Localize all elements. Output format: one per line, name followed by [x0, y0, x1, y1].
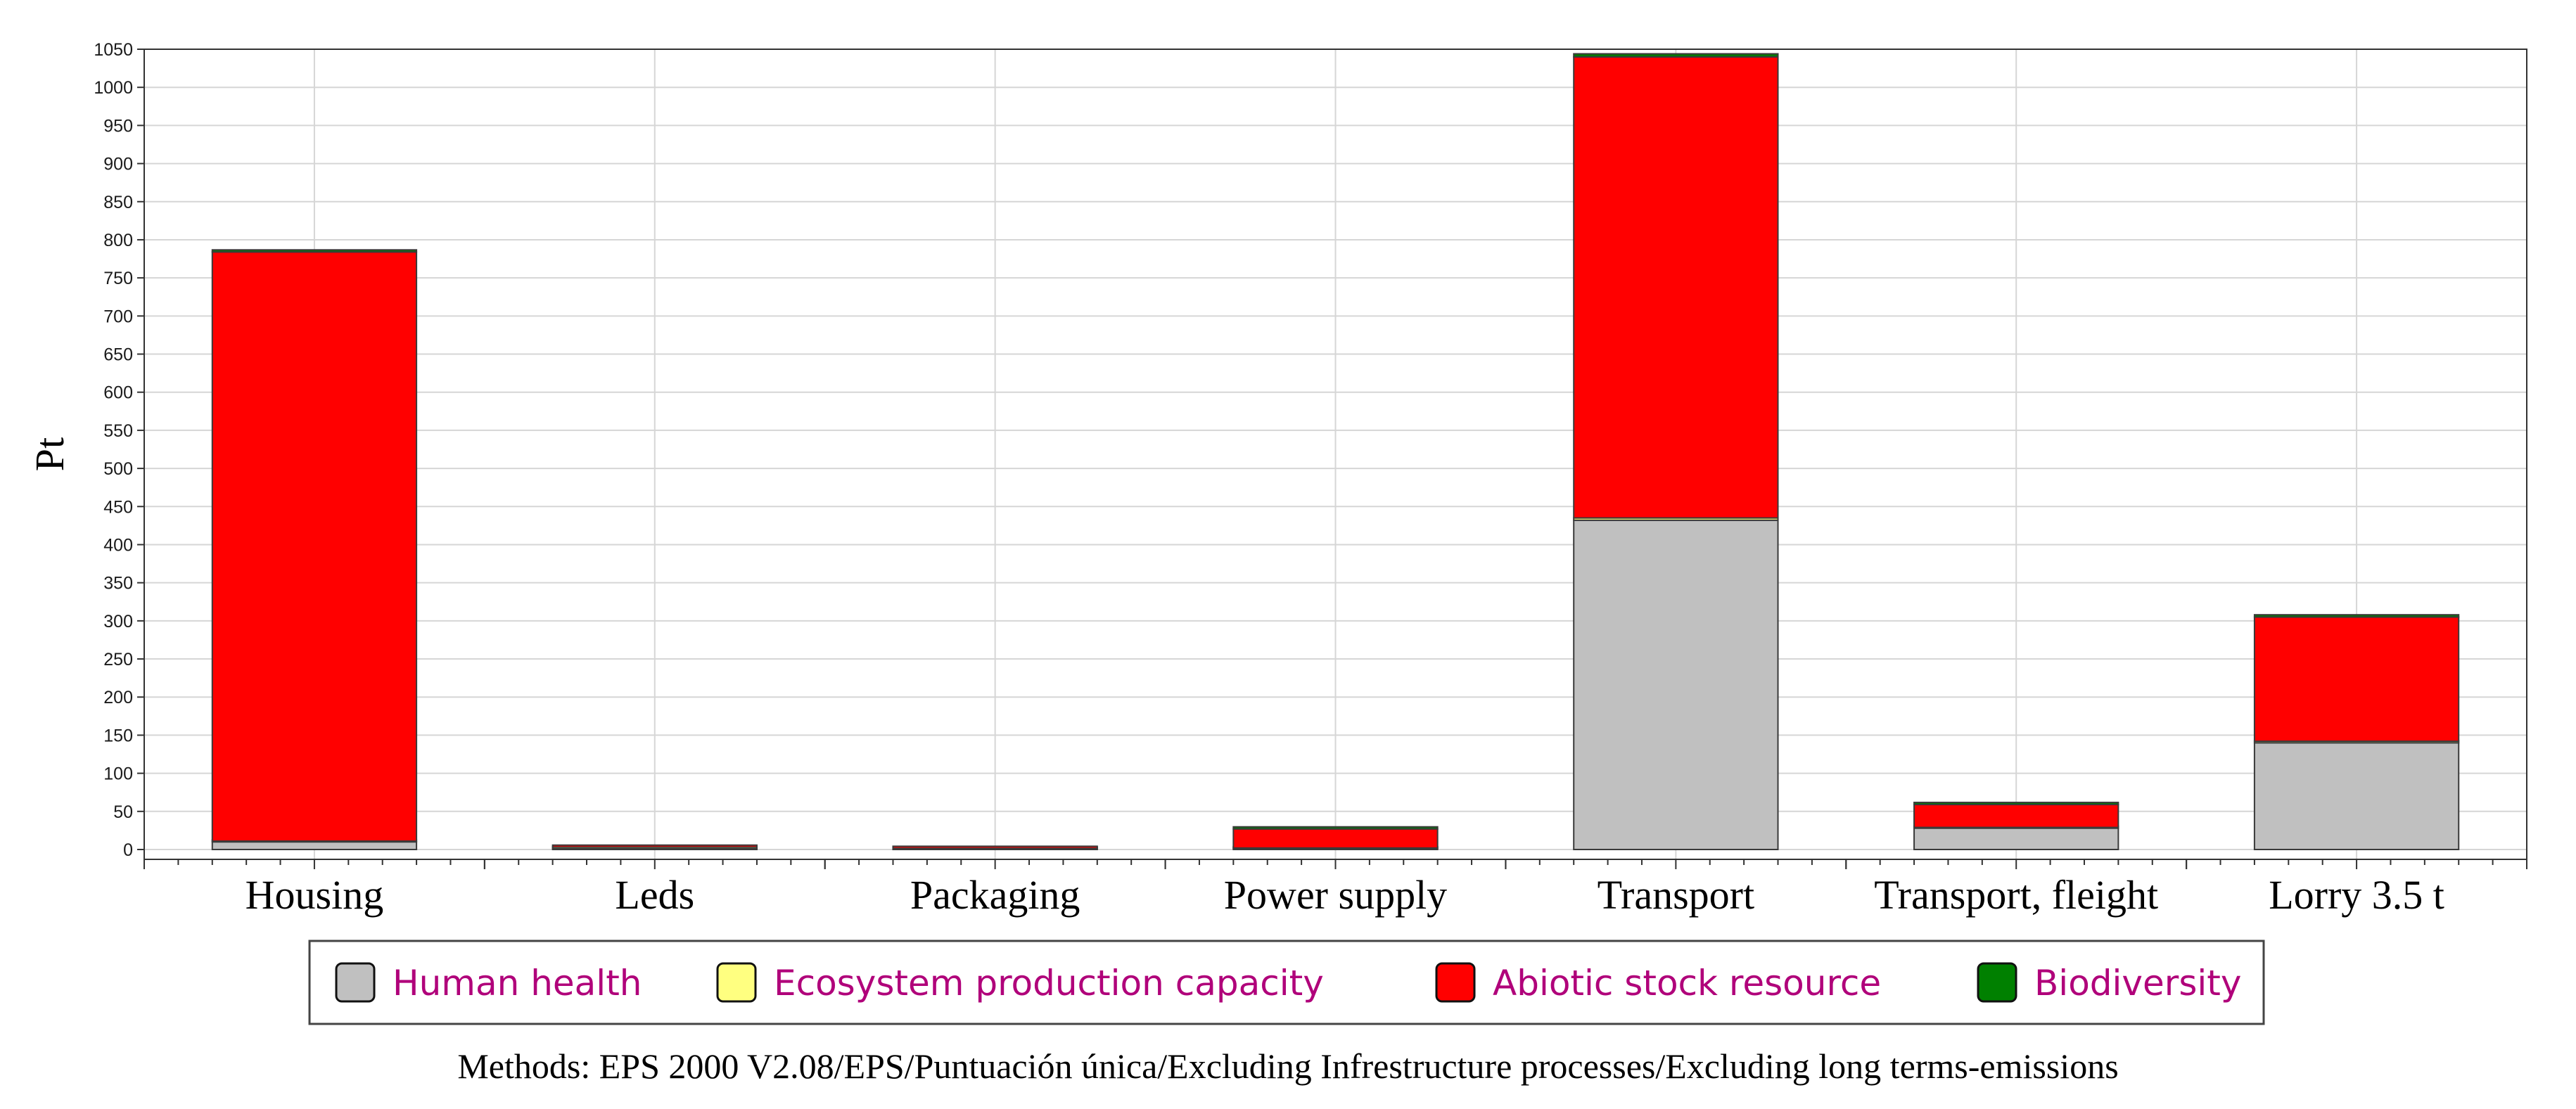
x-tick-label: Transport, fleight	[1874, 872, 2158, 918]
bar-segment-biodiversity	[1913, 802, 2119, 806]
bar-segment-human-health	[2253, 742, 2460, 851]
x-tick-label: Power supply	[1224, 872, 1447, 918]
x-axis-ticks: Housing Leds Packaging Power supply Transpor…	[144, 859, 2527, 918]
legend-swatch	[716, 962, 757, 1003]
y-tick-label: 550	[103, 421, 133, 441]
bar-segment-abiotic-stock-resource	[1573, 56, 1779, 519]
bar-segment-abiotic-stock-resource	[2253, 616, 2460, 743]
y-tick-label: 350	[103, 574, 133, 594]
bar-segment-abiotic-stock-resource	[1913, 804, 2119, 828]
y-tick-label: 450	[103, 497, 133, 517]
legend-label: Human health	[393, 963, 642, 1004]
y-axis-ticks: 0 50 100 150 200 250 300 350 400 450 500 550 600 650 7…	[94, 40, 144, 860]
methods-note: Methods: EPS 2000 V2.08/EPS/Puntuación ú…	[457, 1046, 2118, 1086]
y-tick-label: 200	[103, 688, 133, 707]
legend-swatch	[1977, 962, 2017, 1003]
bars	[211, 53, 2460, 851]
y-tick-label: 750	[103, 269, 133, 288]
y-tick-label: 1000	[94, 78, 133, 98]
bar-segment-abiotic-stock-resource	[211, 251, 418, 842]
bar-segment-biodiversity	[1232, 826, 1439, 830]
x-tick-label: Housing	[246, 872, 384, 918]
x-tick-label: Packaging	[910, 872, 1080, 918]
x-tick-label: Leds	[615, 872, 694, 918]
y-tick-label: 800	[103, 231, 133, 250]
y-tick-label: 250	[103, 650, 133, 669]
y-tick-label: 100	[103, 764, 133, 784]
bar-segment-biodiversity	[2253, 614, 2460, 618]
legend-label: Ecosystem production capacity	[774, 963, 1324, 1004]
legend-swatch	[335, 962, 376, 1003]
y-tick-label: 900	[103, 155, 133, 174]
y-tick-label: 950	[103, 116, 133, 136]
y-tick-label: 400	[103, 535, 133, 555]
y-tick-label: 1050	[94, 40, 133, 60]
y-tick-label: 650	[103, 345, 133, 365]
bar-segment-human-health	[211, 841, 418, 850]
y-tick-label: 850	[103, 193, 133, 212]
y-axis-label: Pt	[27, 437, 72, 471]
bar-segment-biodiversity	[1573, 53, 1779, 58]
legend-label: Biodiversity	[2034, 963, 2241, 1004]
y-tick-label: 150	[103, 726, 133, 745]
y-tick-label: 0	[123, 840, 133, 860]
legend-swatch	[1435, 962, 1476, 1003]
y-tick-label: 600	[103, 383, 133, 403]
bar-segment-human-health	[1913, 827, 2119, 850]
x-tick-label: Transport	[1598, 872, 1754, 918]
bar-segment-human-health	[1573, 519, 1779, 851]
x-tick-label: Lorry 3.5 t	[2269, 872, 2444, 918]
y-tick-label: 50	[113, 802, 133, 822]
legend-box	[308, 940, 2265, 1025]
bar-segment-biodiversity	[211, 249, 418, 253]
bar-segment-abiotic-stock-resource	[892, 845, 1098, 850]
bar-segment-abiotic-stock-resource	[1232, 828, 1439, 849]
y-tick-label: 300	[103, 612, 133, 632]
legend-label: Abiotic stock resource	[1493, 963, 1881, 1004]
y-tick-label: 700	[103, 307, 133, 326]
legend: Human health Ecosystem production capacit…	[308, 940, 2265, 1025]
bar-segment-abiotic-stock-resource	[551, 844, 758, 848]
grid	[144, 49, 2527, 859]
y-tick-label: 500	[103, 459, 133, 479]
